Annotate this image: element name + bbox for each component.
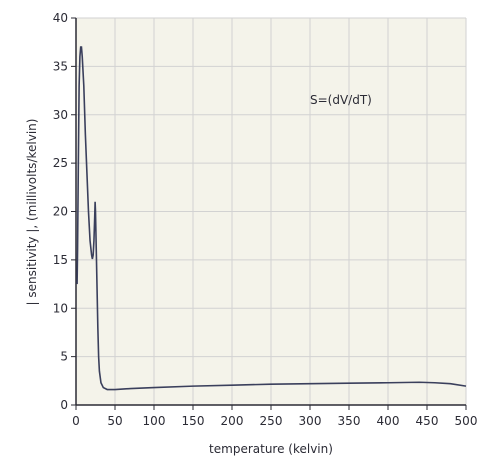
x-tick-label: 250	[260, 414, 283, 428]
x-tick-label: 300	[299, 414, 322, 428]
y-tick-label: 15	[53, 253, 68, 267]
x-tick-label: 400	[377, 414, 400, 428]
x-tick-label: 450	[416, 414, 439, 428]
y-tick-label: 30	[53, 108, 68, 122]
sensitivity-line	[76, 46, 467, 391]
y-tick-label: 25	[53, 156, 68, 170]
x-tick-label: 0	[72, 414, 80, 428]
x-axis-label: temperature (kelvin)	[209, 442, 333, 456]
x-tick-label: 200	[221, 414, 244, 428]
x-tick-label: 100	[143, 414, 166, 428]
y-tick-label: 10	[53, 301, 68, 315]
x-tick-label: 350	[338, 414, 361, 428]
y-axis-label: | sensitivity |, (millivolts/kelvin)	[25, 119, 39, 306]
y-tick-label: 20	[53, 205, 68, 219]
y-tick-label: 35	[53, 59, 68, 73]
x-tick-label: 500	[455, 414, 478, 428]
x-tick-label: 150	[182, 414, 205, 428]
y-tick-label: 40	[53, 11, 68, 25]
formula-annotation: S=(dV/dT)	[310, 93, 372, 107]
x-tick-label: 50	[107, 414, 122, 428]
tick-labels: 0 50 100 150 200 250 300 350 400 450 500 0 5 10 15 20 25…	[53, 11, 478, 428]
y-tick-label: 0	[60, 398, 68, 412]
grid-lines	[76, 17, 467, 405]
y-tick-label: 5	[60, 350, 68, 364]
